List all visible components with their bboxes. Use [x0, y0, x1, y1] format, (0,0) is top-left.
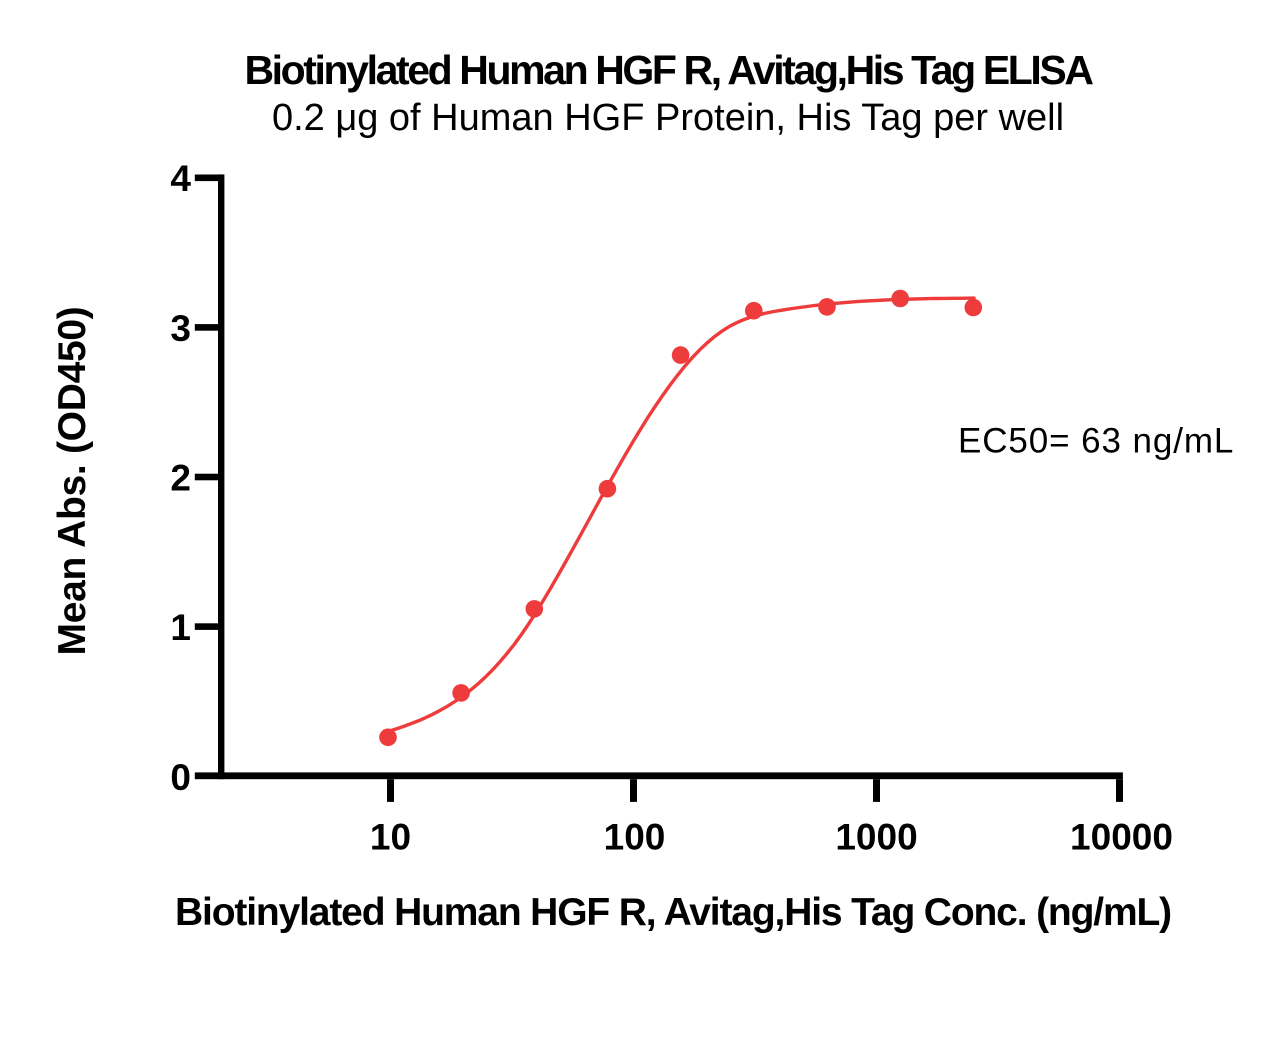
- svg-text:2: 2: [170, 457, 191, 498]
- svg-text:1000: 1000: [835, 817, 917, 858]
- svg-text:10000: 10000: [1070, 817, 1173, 858]
- svg-text:4: 4: [170, 158, 191, 199]
- svg-text:Biotinylated Human HGF R, Avit: Biotinylated Human HGF R, Avitag,His Tag…: [244, 47, 1093, 93]
- svg-text:3: 3: [170, 308, 191, 349]
- svg-text:1: 1: [170, 607, 191, 648]
- svg-text:0: 0: [170, 757, 191, 798]
- svg-text:10: 10: [370, 817, 411, 858]
- svg-text:Mean Abs. (OD450): Mean Abs. (OD450): [51, 307, 94, 656]
- svg-text:EC50= 63 ng/mL: EC50= 63 ng/mL: [958, 421, 1234, 460]
- svg-text:Biotinylated Human HGF R, Avit: Biotinylated Human HGF R, Avitag,His Tag…: [175, 891, 1171, 934]
- svg-text:0.2 μg of Human HGF Protein, H: 0.2 μg of Human HGF Protein, His Tag per…: [272, 97, 1064, 139]
- svg-text:100: 100: [604, 817, 666, 858]
